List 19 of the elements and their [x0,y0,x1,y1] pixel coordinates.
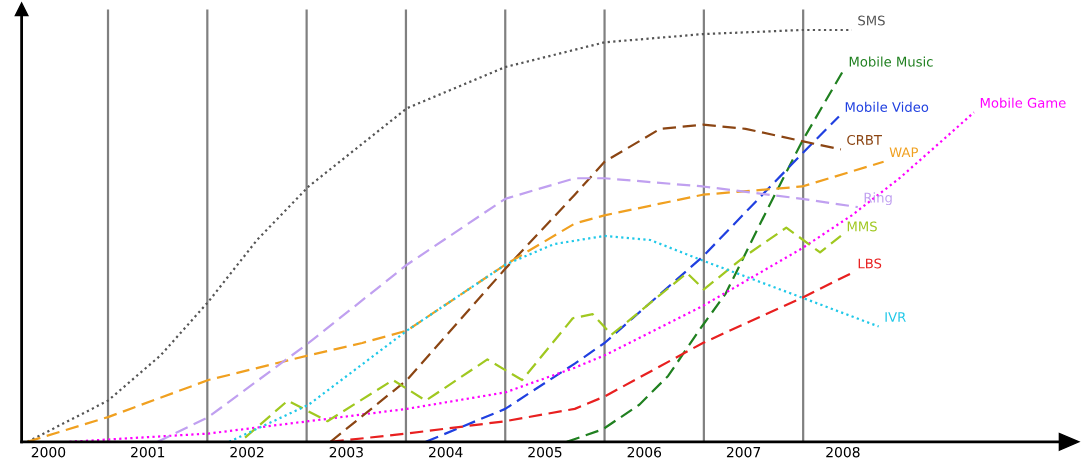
x-tick-label: 2003 [329,446,363,458]
series-label: WAP [889,147,919,158]
x-tick-label: 2005 [528,446,562,458]
series-label: IVR [885,312,906,322]
x-tick-label: 2007 [726,446,761,458]
series-label: Ring [864,192,892,206]
series-label: SMS [858,15,885,26]
series-label: CRBT [847,134,882,145]
series-label: Mobile Music [849,56,933,67]
x-tick-label: 2006 [627,446,662,458]
x-tick-label: 2004 [429,446,463,458]
x-tick-label: 2002 [230,446,264,458]
x-tick-label: 2000 [31,446,66,458]
series-label: Mobile Game [980,97,1066,108]
series-label: Mobile Video [845,101,929,112]
x-tick-label: 2001 [131,446,165,458]
series-label: MMS [847,221,877,232]
x-tick-label: 2008 [826,446,860,458]
series-label: LBS [858,258,882,269]
